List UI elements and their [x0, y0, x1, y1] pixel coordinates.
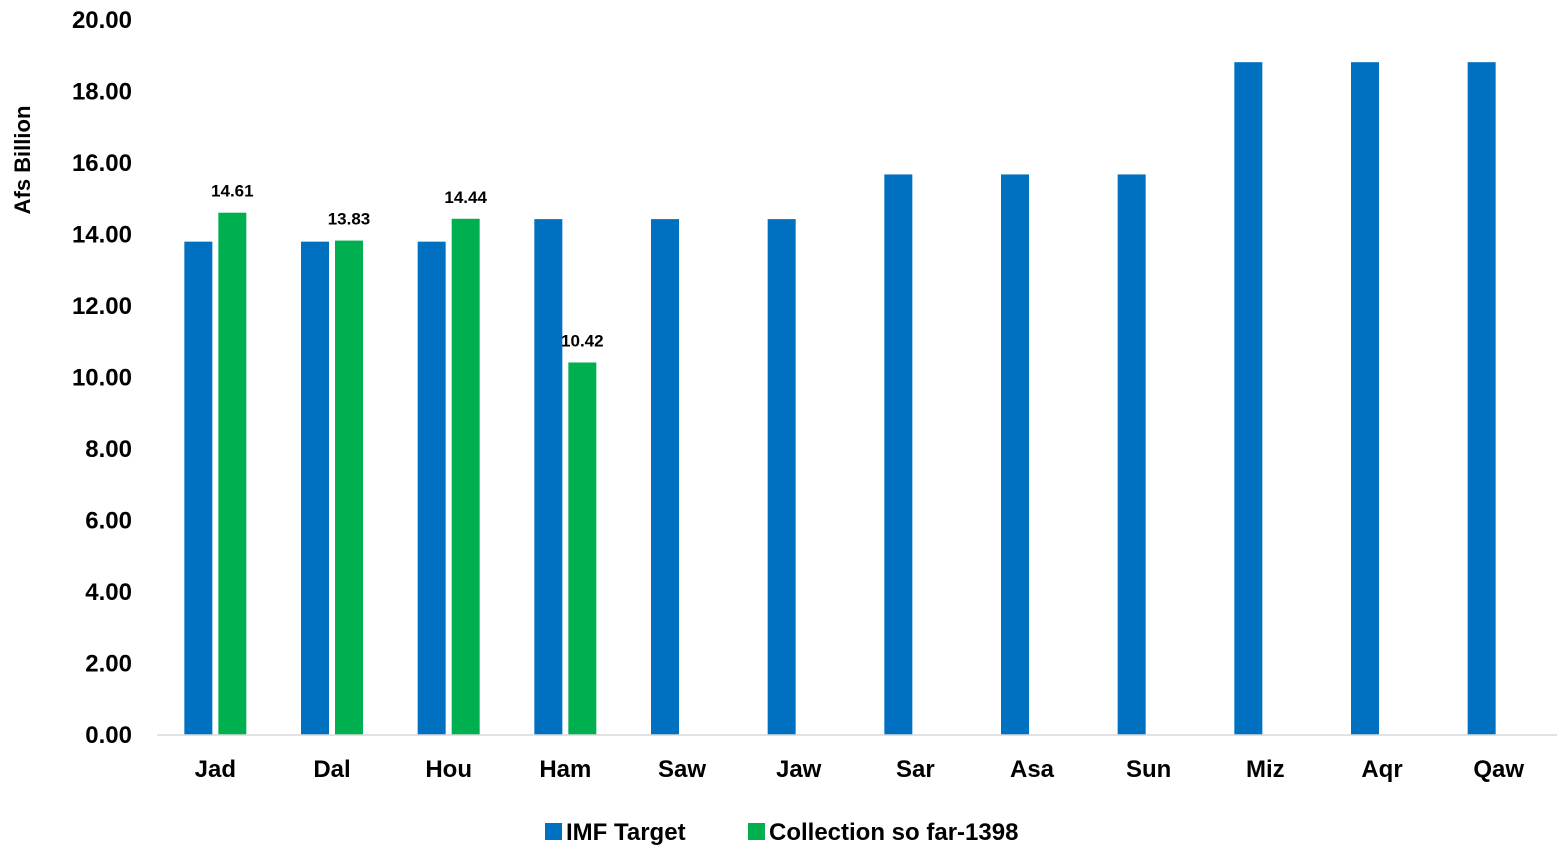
y-axis-ticks: 0.00 2.00 4.00 6.00 8.00 10.00 12.00 14.00 16.00…: [72, 7, 132, 749]
bar-imf-target-qaw: [1467, 62, 1496, 736]
bar-imf-target-sun: [1117, 174, 1146, 735]
y-tick-label: 8.00: [85, 436, 132, 463]
x-tick-label: Saw: [658, 756, 706, 783]
bar-imf-target-ham: [534, 219, 563, 735]
bar-imf-target-miz: [1234, 62, 1263, 736]
bar-collection-so-far-1398-dal: [335, 240, 363, 735]
bar-collection-so-far-1398-ham: [568, 362, 597, 735]
bars: [184, 62, 1496, 736]
legend-swatch: [545, 823, 562, 840]
y-tick-label: 0.00: [85, 722, 132, 749]
x-tick-label: Jad: [195, 756, 236, 783]
y-tick-label: 6.00: [85, 508, 132, 535]
x-tick-label: Miz: [1246, 756, 1285, 783]
data-label: 10.42: [561, 331, 604, 350]
y-tick-label: 4.00: [85, 579, 132, 606]
x-tick-label: Dal: [313, 756, 350, 783]
legend: IMF Target Collection so far-1398: [545, 819, 1018, 846]
bar-imf-target-dal: [301, 241, 329, 735]
y-tick-label: 2.00: [85, 651, 132, 678]
x-axis-categories: Jad Dal Hou Ham Saw Jaw Sar Asa Sun Miz Aqr Qaw: [195, 756, 1525, 783]
x-tick-label: Sar: [896, 756, 935, 783]
bar-collection-so-far-1398-hou: [451, 218, 480, 735]
legend-swatch: [748, 823, 765, 840]
y-tick-label: 20.00: [72, 7, 132, 34]
data-labels: 14.61 13.83 14.44 10.42: [211, 182, 604, 351]
bar-imf-target-aqr: [1351, 62, 1379, 736]
data-label: 14.44: [444, 188, 487, 207]
x-tick-label: Aqr: [1361, 756, 1402, 783]
bar-imf-target-jaw: [767, 219, 796, 735]
x-tick-label: Qaw: [1473, 756, 1524, 783]
y-tick-label: 14.00: [72, 222, 132, 249]
x-tick-label: Asa: [1010, 756, 1055, 783]
legend-label: IMF Target: [566, 819, 686, 846]
data-label: 13.83: [328, 210, 371, 229]
bar-imf-target-saw: [651, 219, 679, 735]
bar-imf-target-sar: [884, 174, 913, 735]
y-tick-label: 10.00: [72, 365, 132, 392]
bar-imf-target-hou: [417, 241, 446, 735]
x-tick-label: Sun: [1126, 756, 1171, 783]
y-tick-label: 12.00: [72, 293, 132, 320]
data-label: 14.61: [211, 182, 254, 201]
bar-imf-target-jad: [184, 241, 213, 735]
y-axis-title: Afs Billion: [10, 106, 35, 215]
x-tick-label: Jaw: [776, 756, 822, 783]
x-tick-label: Hou: [425, 756, 472, 783]
bar-imf-target-asa: [1001, 174, 1029, 735]
y-tick-label: 18.00: [72, 79, 132, 106]
legend-label: Collection so far-1398: [769, 819, 1018, 846]
bar-collection-so-far-1398-jad: [218, 212, 247, 735]
x-tick-label: Ham: [539, 756, 591, 783]
y-tick-label: 16.00: [72, 150, 132, 177]
